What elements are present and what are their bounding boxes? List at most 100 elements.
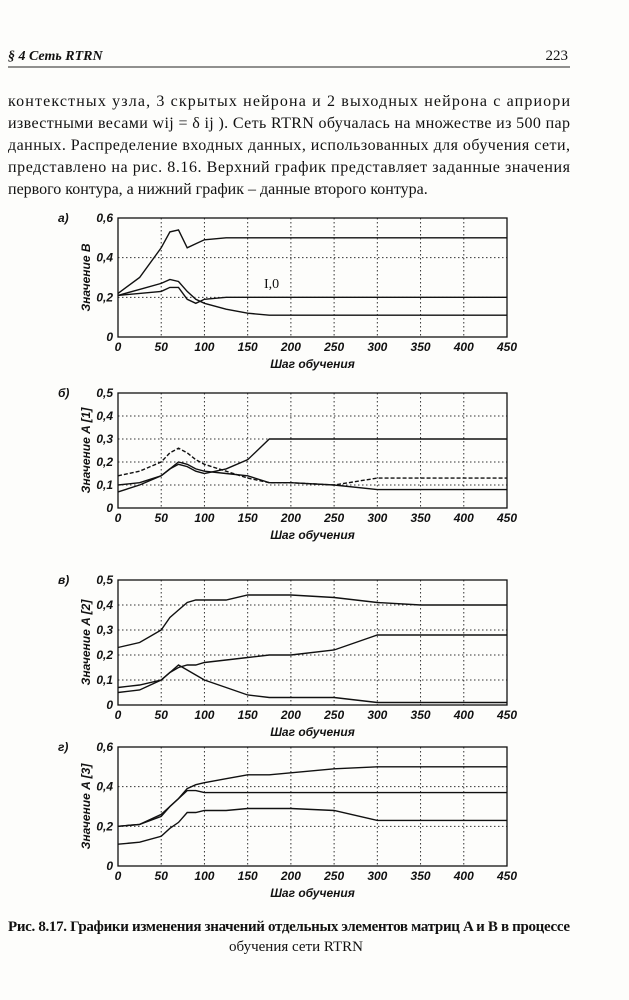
data-line	[117, 594, 507, 649]
x-tick-label: 450	[496, 708, 517, 722]
x-tick-label: 150	[238, 511, 258, 525]
y-axis-label: Значение A [3]	[79, 763, 93, 850]
y-tick-label: 0,1	[96, 673, 113, 687]
data-line	[117, 278, 507, 316]
y-tick-label: 0,4	[96, 598, 113, 612]
x-tick-label: 0	[115, 708, 122, 722]
x-tick-label: 400	[453, 340, 474, 354]
x-tick-label: 150	[238, 340, 258, 354]
x-tick-label: 100	[194, 708, 214, 722]
x-axis-label: Шаг обучения	[270, 886, 355, 900]
y-tick-label: 0,2	[96, 455, 113, 469]
paragraph-line: представлено на рис. 8.16. Верхний графи…	[8, 159, 571, 176]
x-tick-label: 300	[367, 340, 387, 354]
data-line	[117, 461, 507, 491]
figure-caption: обучения сети RTRN	[229, 939, 363, 955]
x-tick-label: 50	[155, 869, 169, 883]
line-chart: 0 0,1 0,2 0,3 0,4 0,5 0 50 100 150 200 250 300 350 400…	[58, 573, 517, 739]
plot-frame	[117, 392, 508, 509]
page-number: 223	[546, 48, 569, 64]
panel-label: в)	[58, 573, 69, 587]
data-line	[117, 664, 507, 704]
x-axis-label: Шаг обучения	[270, 528, 355, 542]
x-tick-label: 350	[411, 340, 431, 354]
x-tick-label: 450	[496, 511, 517, 525]
y-tick-label: 0,2	[96, 819, 113, 833]
x-tick-label: 350	[411, 869, 431, 883]
panel-label: а)	[58, 211, 69, 225]
x-tick-label: 400	[453, 869, 474, 883]
paragraph-line: данных. Распределение входных данных, ис…	[8, 137, 570, 154]
x-tick-label: 300	[367, 511, 387, 525]
panel-label: б)	[58, 386, 69, 400]
x-tick-label: 300	[367, 869, 387, 883]
y-tick-label: 0	[106, 698, 113, 712]
plot-frame	[117, 217, 508, 338]
y-tick-label: 0,6	[96, 740, 113, 754]
x-axis-label: Шаг обучения	[270, 357, 355, 371]
y-tick-label: 0,2	[96, 290, 113, 304]
x-axis-label: Шаг обучения	[270, 725, 355, 739]
annotation: I,0	[264, 277, 279, 292]
x-tick-label: 150	[238, 708, 258, 722]
charts: 0 0,2 0,4 0,6 0 50 100 150 200 250 300 350 400 450 а) З…	[58, 211, 517, 900]
line-chart: 0 0,1 0,2 0,3 0,4 0,5 0 50 100 150 200 250 300 350 400…	[58, 386, 517, 542]
x-tick-label: 100	[194, 340, 214, 354]
y-tick-label: 0,4	[96, 409, 113, 423]
x-tick-label: 100	[194, 511, 214, 525]
y-axis-label: Значение B	[79, 243, 93, 311]
data-line	[117, 286, 507, 305]
y-tick-label: 0,5	[96, 573, 113, 587]
x-tick-label: 400	[453, 708, 474, 722]
panel-label: г)	[58, 740, 68, 754]
x-tick-label: 450	[496, 340, 517, 354]
x-tick-label: 150	[238, 869, 258, 883]
figure-caption: Рис. 8.17. Графики изменения значений от…	[8, 919, 570, 935]
paragraph-line: контекстных узла, 3 скрытых нейрона и 2 …	[8, 93, 570, 110]
x-tick-label: 200	[280, 708, 301, 722]
data-line	[117, 807, 507, 845]
y-tick-label: 0,4	[96, 251, 113, 265]
y-tick-label: 0	[106, 859, 113, 873]
x-tick-label: 450	[496, 869, 517, 883]
plot-frame	[117, 746, 508, 867]
x-tick-label: 200	[280, 511, 301, 525]
x-tick-label: 50	[155, 340, 169, 354]
x-tick-label: 0	[115, 511, 122, 525]
x-tick-label: 350	[411, 708, 431, 722]
x-tick-label: 50	[155, 511, 169, 525]
x-tick-label: 50	[155, 708, 169, 722]
line-chart: 0 0,2 0,4 0,6 0 50 100 150 200 250 300 350 400 450 а) З…	[58, 211, 517, 371]
data-line	[117, 789, 507, 827]
x-tick-label: 400	[453, 511, 474, 525]
plot-frame	[117, 579, 508, 706]
y-axis-label: Значение A [1]	[79, 407, 93, 494]
y-tick-label: 0,2	[96, 648, 113, 662]
line-chart: 0 0,2 0,4 0,6 0 50 100 150 200 250 300 350 400 450 г) З…	[58, 740, 517, 900]
y-tick-label: 0,4	[96, 780, 113, 794]
y-tick-label: 0,1	[96, 478, 113, 492]
x-tick-label: 250	[323, 708, 344, 722]
y-tick-label: 0,3	[96, 432, 113, 446]
x-tick-label: 100	[194, 869, 214, 883]
y-tick-label: 0,5	[96, 386, 113, 400]
y-tick-label: 0	[106, 330, 113, 344]
x-tick-label: 350	[411, 511, 431, 525]
paragraph-line: первого контура, а нижний график – данны…	[8, 181, 428, 198]
y-tick-label: 0	[106, 501, 113, 515]
x-tick-label: 250	[323, 511, 344, 525]
x-tick-label: 200	[280, 340, 301, 354]
x-tick-label: 200	[280, 869, 301, 883]
y-tick-label: 0,3	[96, 623, 113, 637]
x-tick-label: 250	[323, 869, 344, 883]
paragraph-line: известными весами wij = δ ij ). Сеть RTR…	[8, 115, 570, 132]
x-tick-label: 300	[367, 708, 387, 722]
x-tick-label: 0	[115, 869, 122, 883]
running-header: § 4 Сеть RTRN	[8, 49, 103, 64]
data-line	[117, 447, 507, 486]
data-line	[117, 229, 507, 294]
x-tick-label: 0	[115, 340, 122, 354]
y-tick-label: 0,6	[96, 211, 113, 225]
